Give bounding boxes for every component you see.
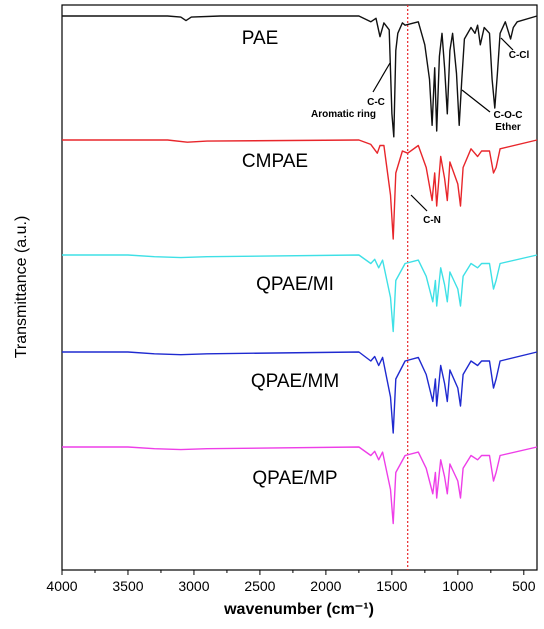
series-line-qpae-mp — [62, 446, 538, 525]
annotation-label: C-O-C — [494, 110, 523, 121]
x-tick-label: 4000 — [46, 578, 77, 594]
annotation-label: Ether — [495, 122, 521, 133]
x-tick-label: 2000 — [310, 578, 341, 594]
sample-label: PAE — [242, 28, 279, 49]
x-axis-title: wavenumber (cm⁻¹) — [223, 601, 374, 618]
annotation-label: C-C — [367, 97, 385, 108]
x-tick-label: 1500 — [376, 578, 407, 594]
x-tick-label: 500 — [512, 578, 536, 594]
y-axis-title: Transmittance (a.u.) — [13, 216, 30, 359]
annotation-leader — [461, 89, 491, 113]
x-tick-label: 1000 — [442, 578, 473, 594]
plot-frame — [61, 4, 538, 571]
series-line-cmpae — [62, 139, 538, 240]
series-line-qpae-mm — [62, 351, 538, 434]
series-layer — [62, 15, 538, 525]
sample-labels-layer: PAE CMPAE QPAE/MI QPAE/MM QPAE/MP — [242, 28, 339, 489]
x-tick-label: 3000 — [178, 578, 209, 594]
sample-label: CMPAE — [242, 151, 308, 172]
annotation-leader — [372, 62, 391, 93]
series-line-pae — [62, 15, 538, 138]
x-ticks-layer: 4000 3500 3000 2500 2000 1500 1000 500 — [46, 570, 536, 594]
annotation-label: C-Cl — [509, 50, 530, 61]
annotation-leader — [410, 194, 428, 212]
annotation-label: C-N — [423, 215, 441, 226]
annotation-label: Aromatic ring — [311, 109, 376, 120]
x-tick-label: 3500 — [112, 578, 143, 594]
x-tick-label: 2500 — [244, 578, 275, 594]
sample-label: QPAE/MM — [251, 371, 339, 392]
sample-label: QPAE/MP — [252, 468, 337, 489]
sample-label: QPAE/MI — [256, 274, 334, 295]
annotation-leader — [500, 37, 514, 51]
series-line-qpae-mi — [62, 254, 538, 333]
